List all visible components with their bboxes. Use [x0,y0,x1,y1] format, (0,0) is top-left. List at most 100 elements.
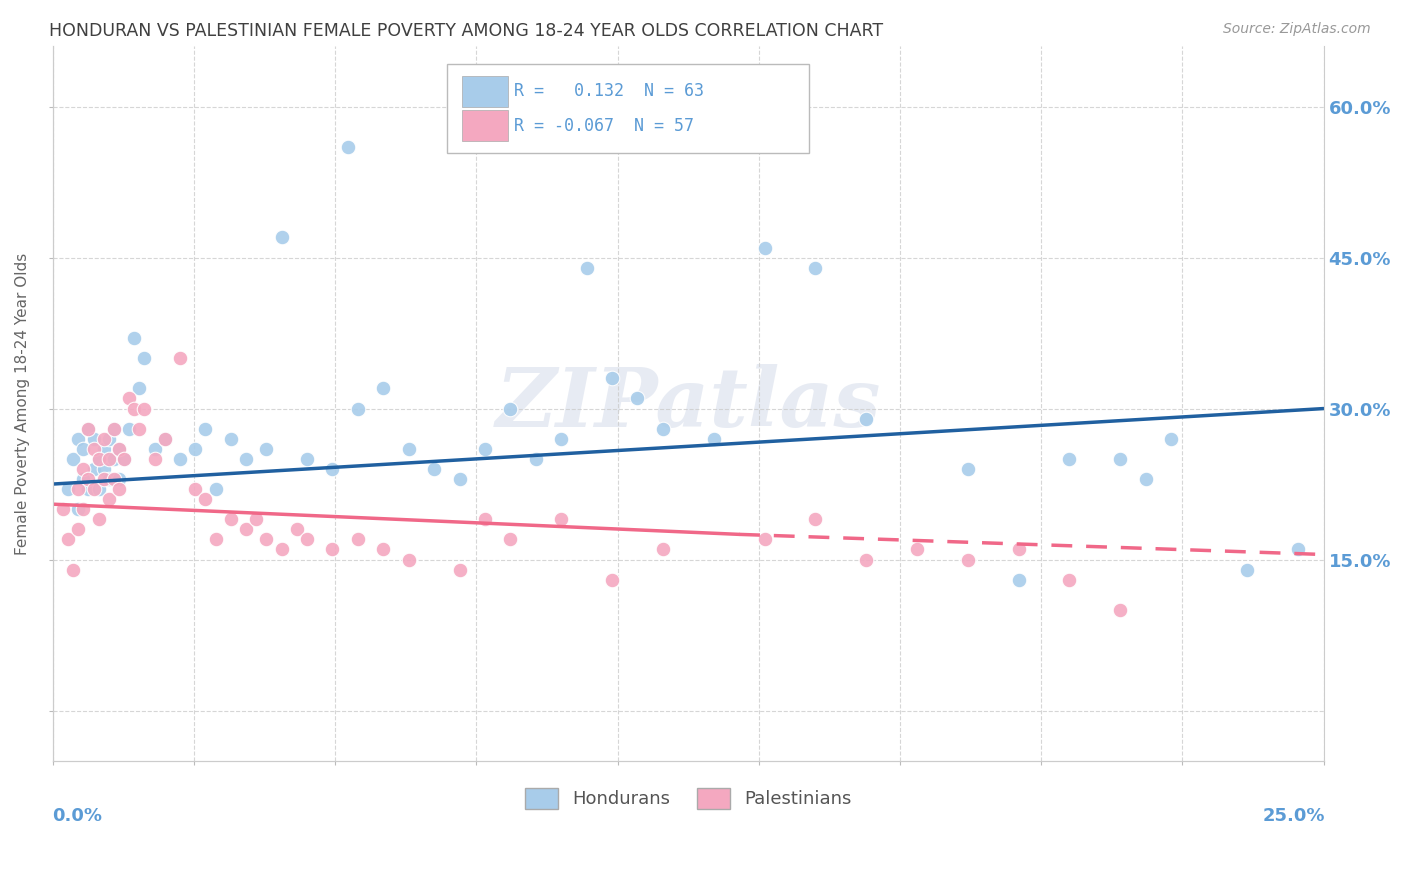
Point [321,542,343,557]
Point [499,401,522,416]
Point [112,451,135,466]
Point [97,451,120,466]
Text: Source: ZipAtlas.com: Source: ZipAtlas.com [1223,22,1371,37]
Point [67,502,90,516]
Point [134,401,156,416]
Point [600,371,623,385]
Point [128,381,150,395]
Point [194,422,217,436]
Point [1059,451,1081,466]
Point [103,451,125,466]
Point [108,442,131,456]
Point [108,472,131,486]
Point [77,422,100,436]
Point [77,472,100,486]
Point [1286,542,1309,557]
Point [1135,472,1157,486]
Point [204,482,226,496]
Point [112,451,135,466]
Point [128,422,150,436]
Point [373,542,395,557]
Point [398,552,420,566]
Point [72,442,94,456]
Point [93,462,115,476]
Point [122,401,145,416]
Point [153,432,176,446]
Point [804,260,827,275]
Point [754,533,776,547]
Point [398,442,420,456]
Point [56,533,79,547]
Point [83,442,105,456]
Point [97,492,120,507]
Point [474,442,496,456]
Point [449,563,471,577]
Text: 0.0%: 0.0% [52,807,101,825]
Point [270,542,292,557]
Point [67,432,90,446]
Point [575,260,598,275]
Point [1236,563,1258,577]
Point [72,502,94,516]
Point [1059,573,1081,587]
Point [103,422,125,436]
Point [103,472,125,486]
Point [93,472,115,486]
Point [524,451,547,466]
Point [72,462,94,476]
Point [423,462,446,476]
Point [108,442,131,456]
Point [169,451,191,466]
Point [373,381,395,395]
Point [956,552,979,566]
Point [956,462,979,476]
Point [83,432,105,446]
Point [67,522,90,536]
Point [804,512,827,526]
Point [855,552,877,566]
Point [905,542,928,557]
Point [295,533,318,547]
Point [62,563,84,577]
Point [336,140,359,154]
Point [108,482,131,496]
Point [122,331,145,345]
Point [855,411,877,425]
Text: ZIPatlas: ZIPatlas [495,364,882,443]
Point [474,512,496,526]
Point [600,573,623,587]
Point [52,502,75,516]
Point [1008,542,1031,557]
Point [219,512,242,526]
Point [56,482,79,496]
Point [235,451,257,466]
Point [321,462,343,476]
Point [62,451,84,466]
Point [550,512,572,526]
Point [254,533,277,547]
Point [77,482,100,496]
Point [347,533,370,547]
Point [347,401,370,416]
Point [499,533,522,547]
Point [153,432,176,446]
Text: 25.0%: 25.0% [1263,807,1324,825]
Point [93,442,115,456]
Point [87,512,110,526]
Point [270,230,292,244]
Point [87,451,110,466]
Point [285,522,308,536]
Point [118,392,141,406]
Point [1160,432,1182,446]
Point [295,451,318,466]
Point [134,351,156,366]
Point [72,472,94,486]
Point [97,472,120,486]
Point [651,542,673,557]
Point [1109,603,1132,617]
Text: R =   0.132  N = 63: R = 0.132 N = 63 [515,82,704,100]
Point [103,422,125,436]
Point [449,472,471,486]
Point [83,482,105,496]
FancyBboxPatch shape [463,110,508,141]
